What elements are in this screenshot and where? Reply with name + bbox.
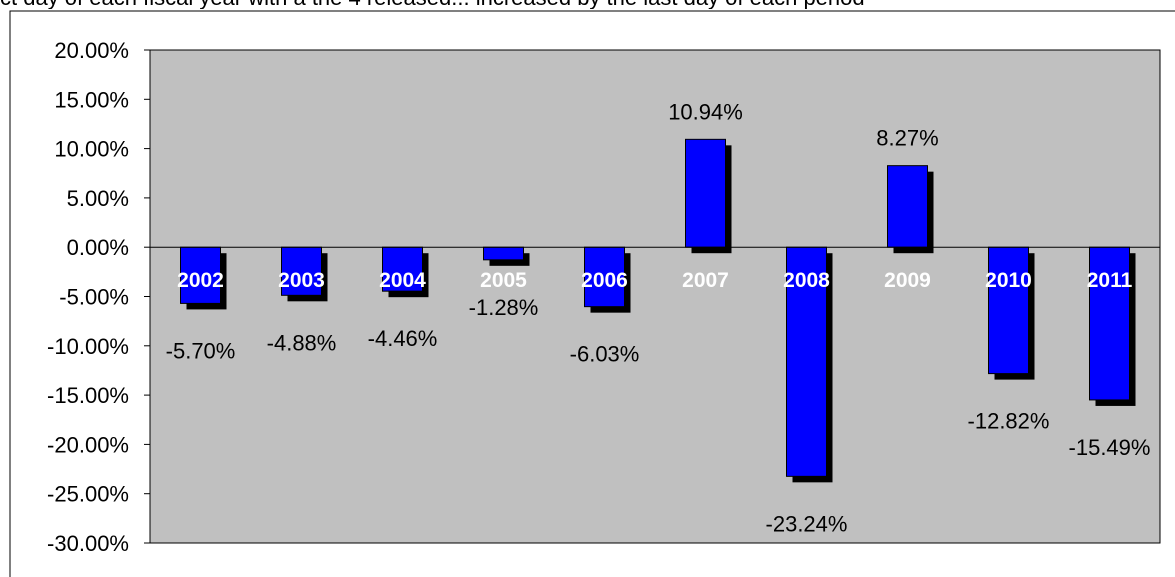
data-label: -5.70% — [166, 338, 236, 363]
data-label: -23.24% — [766, 511, 848, 536]
data-labels: -5.70% -4.88% -4.46% -1.28% -6.03% 10.94% -23.… — [166, 99, 1151, 536]
y-tick-label: 0.00% — [67, 235, 129, 260]
category-labels: 2002 2003 2004 2005 2006 2007 2008 2009 2010 2011 — [177, 269, 1132, 292]
category-label: 2008 — [783, 269, 830, 292]
category-label: 2005 — [480, 269, 527, 292]
category-label: 2002 — [177, 269, 224, 292]
category-label: 2003 — [278, 269, 325, 292]
y-tick-label: -25.00% — [47, 482, 129, 507]
bar — [988, 246, 1029, 375]
bar — [786, 246, 827, 477]
data-label: -4.88% — [267, 330, 337, 355]
y-tick-label: -5.00% — [59, 285, 129, 310]
y-tick-label: 20.00% — [54, 38, 129, 63]
y-tick-label: 15.00% — [54, 87, 129, 112]
category-label: 2007 — [682, 269, 729, 292]
bar — [382, 246, 423, 292]
data-label: 10.94% — [668, 99, 743, 124]
bar — [584, 246, 625, 308]
y-tick-label: -10.00% — [47, 334, 129, 359]
y-tick-label: -15.00% — [47, 383, 129, 408]
category-label: 2010 — [985, 269, 1032, 292]
category-label: 2009 — [884, 269, 931, 292]
data-label: -15.49% — [1069, 435, 1151, 460]
y-tick-label: 5.00% — [67, 186, 129, 211]
data-label: 8.27% — [876, 126, 938, 151]
data-label: -6.03% — [570, 342, 640, 367]
category-label: 2011 — [1087, 269, 1133, 292]
y-tick-label: 10.00% — [54, 137, 129, 162]
y-tick-label: -30.00% — [47, 531, 129, 556]
bar — [887, 165, 928, 248]
y-tick-label: -20.00% — [47, 432, 129, 457]
y-axis: 20.00% 15.00% 10.00% 5.00% 0.00% -5.00% -10.00… — [47, 38, 151, 556]
chart-caption: ct day of each fiscal year with a the 4 … — [0, 0, 1175, 9]
data-label: -4.46% — [368, 326, 438, 351]
bar — [685, 138, 726, 248]
category-label: 2004 — [379, 269, 426, 292]
data-label: -12.82% — [968, 409, 1050, 434]
data-label: -1.28% — [469, 295, 539, 320]
bars — [180, 138, 1136, 483]
category-label: 2006 — [581, 269, 628, 292]
bar — [483, 246, 524, 261]
bar — [281, 246, 322, 296]
